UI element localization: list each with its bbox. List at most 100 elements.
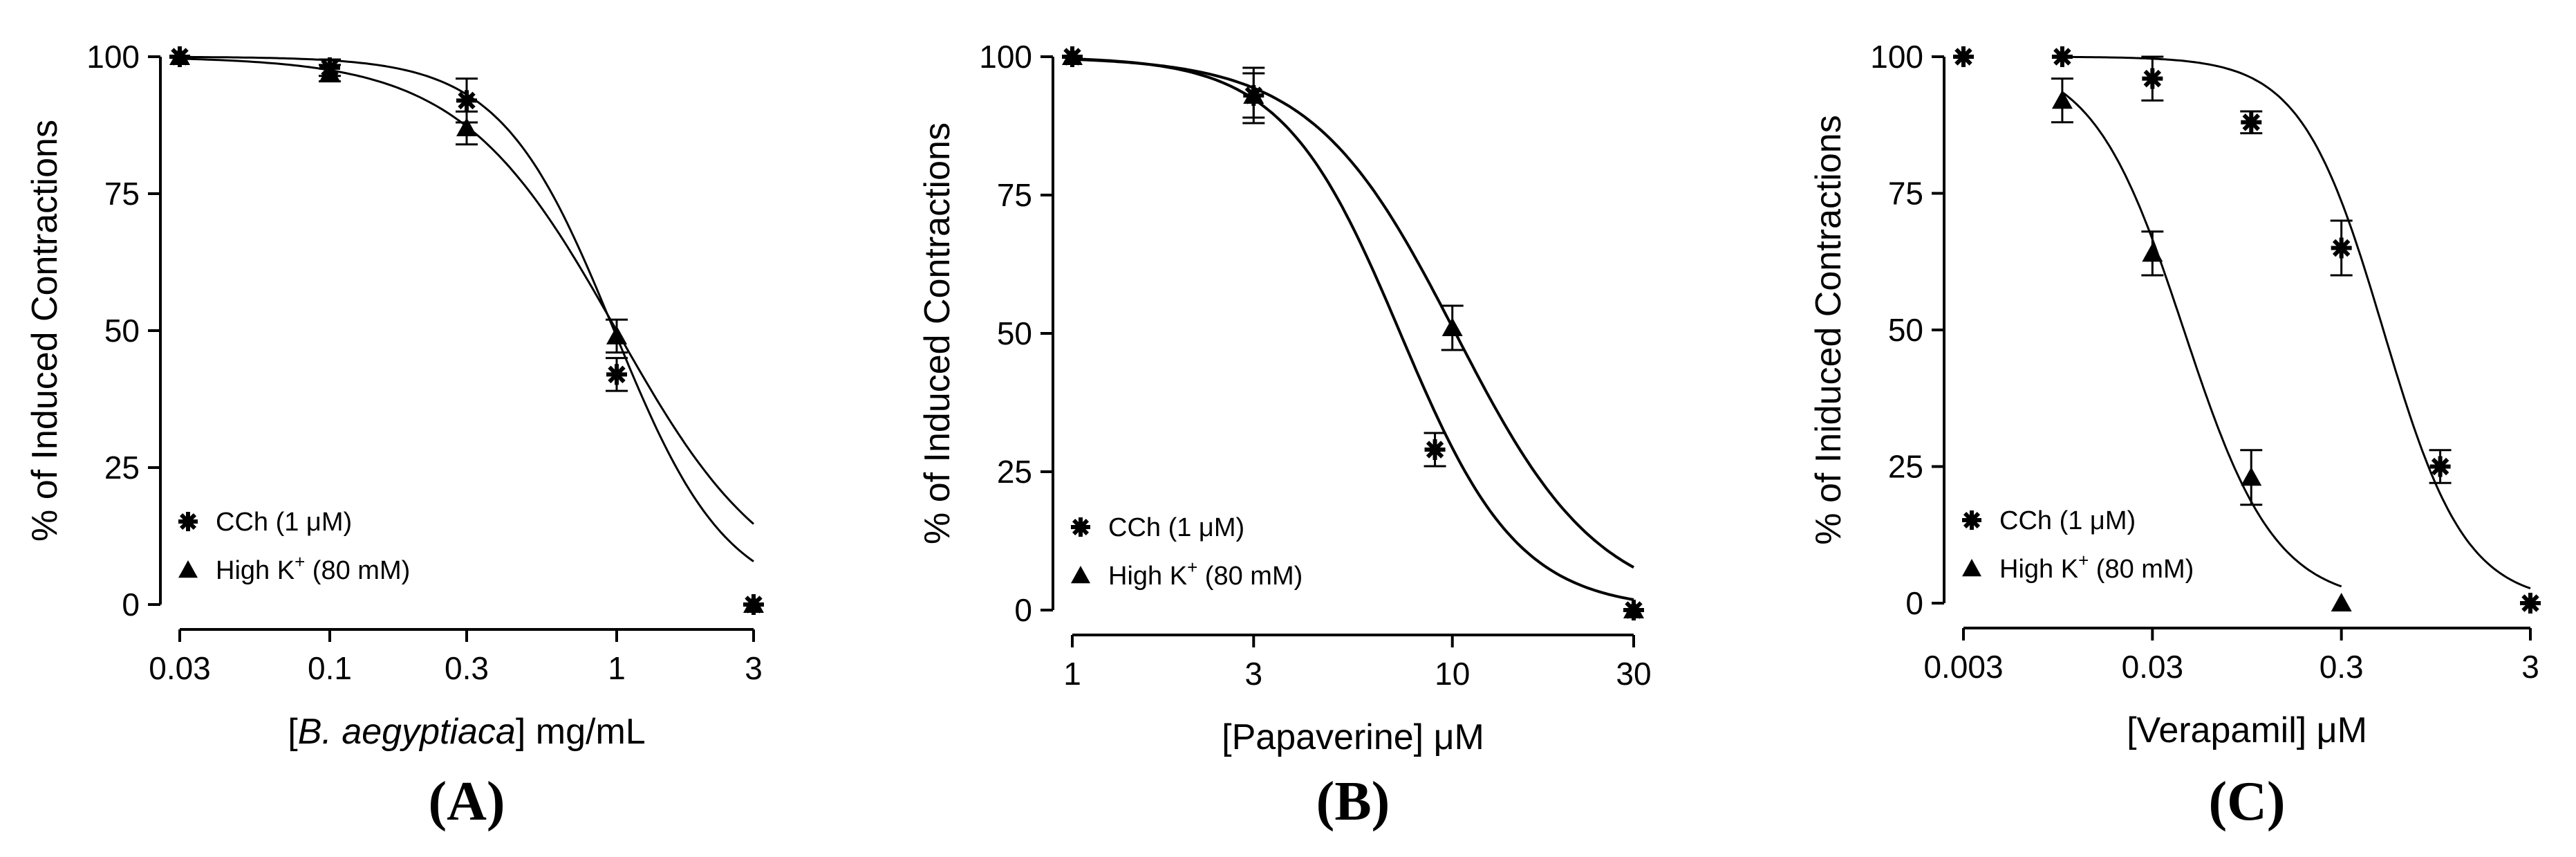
x-tick-label: 1 [1063,656,1081,692]
y-tick-label: 75 [104,176,140,212]
x-axis-label: [Verapamil] μM [2127,710,2367,750]
legend-entry: High K+ (80 mM) [1071,557,1303,591]
triangle-marker [2331,593,2352,611]
star-marker [178,512,198,531]
star-marker [2520,593,2541,614]
data-point [2142,68,2163,89]
data-point [2142,243,2163,262]
y-tick-label: 100 [1870,39,1923,75]
star-marker [456,90,477,111]
triangle-marker [169,46,190,65]
data-point [2241,111,2262,133]
data-point [606,325,627,344]
triangle-marker [1441,317,1463,336]
x-tick-label: 0.3 [2320,649,2364,685]
data-point [2051,46,2073,67]
x-axis-label: [B. aegyptiaca] mg/mL [288,712,645,752]
chart-panel-1: 0 25 50 75 100 0.03 0.1 0.3 1 3 % of Induced Contr… [25,39,764,832]
data-point [456,117,477,136]
x-tick-label: 1 [608,650,626,686]
triangle-marker [178,560,198,578]
y-tick-label: 25 [997,454,1032,490]
panel-label: (A) [428,771,505,832]
x-tick-label: 0.03 [149,650,211,686]
legend-entry: CCh (1 μM) [1071,513,1244,542]
x-tick-label: 0.3 [445,650,489,686]
y-tick-label: 25 [104,450,140,486]
y-tick-label: 75 [1888,176,1923,212]
series-2 [2051,77,2352,611]
star-marker [2241,111,2262,133]
x-axis-label-part: ] mg/mL [516,712,646,752]
y-tick-label: 100 [979,39,1032,75]
data-point [2051,90,2073,109]
data-point [606,364,627,385]
y-tick-label: 25 [1888,449,1923,485]
panel-label: (B) [1316,771,1390,832]
triangle-marker [1071,566,1090,584]
x-axis-label-part: μM [1434,717,1484,757]
data-point [2331,593,2352,611]
legend-entry: CCh (1 μM) [178,508,352,537]
legend-entry: High K+ (80 mM) [178,551,410,585]
data-point [2520,593,2541,614]
legend-label: CCh (1 μM) [1999,506,2136,535]
chart-panel-2: 0 25 50 75 100 1 3 10 30 % of Induced Contraction… [917,39,1652,832]
triangle-marker [2142,243,2163,262]
series-2 [169,46,764,613]
panel-label: (C) [2208,771,2285,832]
data-point [2241,467,2262,486]
x-axis-label-part: [Papaverine] [1222,717,1433,757]
triangle-marker [1062,46,1083,65]
series-2 [1062,46,1644,618]
fit-curve [2061,91,2342,588]
triangle-marker [606,325,627,344]
legend-label: High K+ (80 mM) [216,551,410,585]
y-tick-label: 50 [104,313,140,349]
x-tick-label: 3 [2521,649,2539,685]
legend-label: High K+ (80 mM) [1999,550,2194,584]
x-tick-label: 0.1 [308,650,352,686]
data-point [1062,46,1083,65]
x-tick-label: 30 [1616,656,1651,692]
y-axis-label: % of Iniduced Contractions [1809,115,1849,544]
x-axis-label-part: [Verapamil] [2127,710,2317,750]
triangle-marker [2051,90,2073,109]
data-point [1623,600,1644,618]
x-axis-label: [Papaverine] μM [1222,717,1484,757]
legend-label: CCh (1 μM) [216,508,352,537]
triangle-marker [2241,467,2262,486]
chart-panel-3: 0 25 50 75 100 0.003 0.03 0.3 3 % of Iniduced Con… [1809,39,2541,832]
data-point [1441,317,1463,336]
x-axis-label-part: B. aegyptiaca [298,712,516,752]
data-point [1953,46,1974,67]
star-marker [606,364,627,385]
legend-entry: CCh (1 μM) [1962,506,2136,535]
data-point [2429,456,2451,477]
star-marker [2429,456,2451,477]
data-point [169,46,190,65]
x-tick-label: 10 [1435,656,1470,692]
data-point [319,62,340,82]
fit-curve [1072,57,1634,569]
y-tick-label: 0 [122,587,140,623]
y-tick-label: 75 [997,177,1032,213]
triangle-marker [319,62,340,82]
x-tick-label: 0.003 [1923,649,2003,685]
data-point [1243,85,1264,104]
data-point [743,594,764,613]
star-marker [1953,46,1974,67]
y-axis-label: % of Induced Contractions [25,120,65,542]
triangle-marker [743,594,764,613]
fit-curve [2062,55,2531,590]
x-tick-label: 3 [745,650,763,686]
y-tick-label: 0 [1905,585,1923,621]
data-point [456,90,477,111]
x-axis-label-part: [ [288,712,298,752]
star-marker [1424,439,1446,460]
triangle-marker [1243,85,1264,104]
legend-entry: High K+ (80 mM) [1962,550,2194,584]
y-tick-label: 50 [997,315,1032,351]
star-marker [2331,237,2352,259]
